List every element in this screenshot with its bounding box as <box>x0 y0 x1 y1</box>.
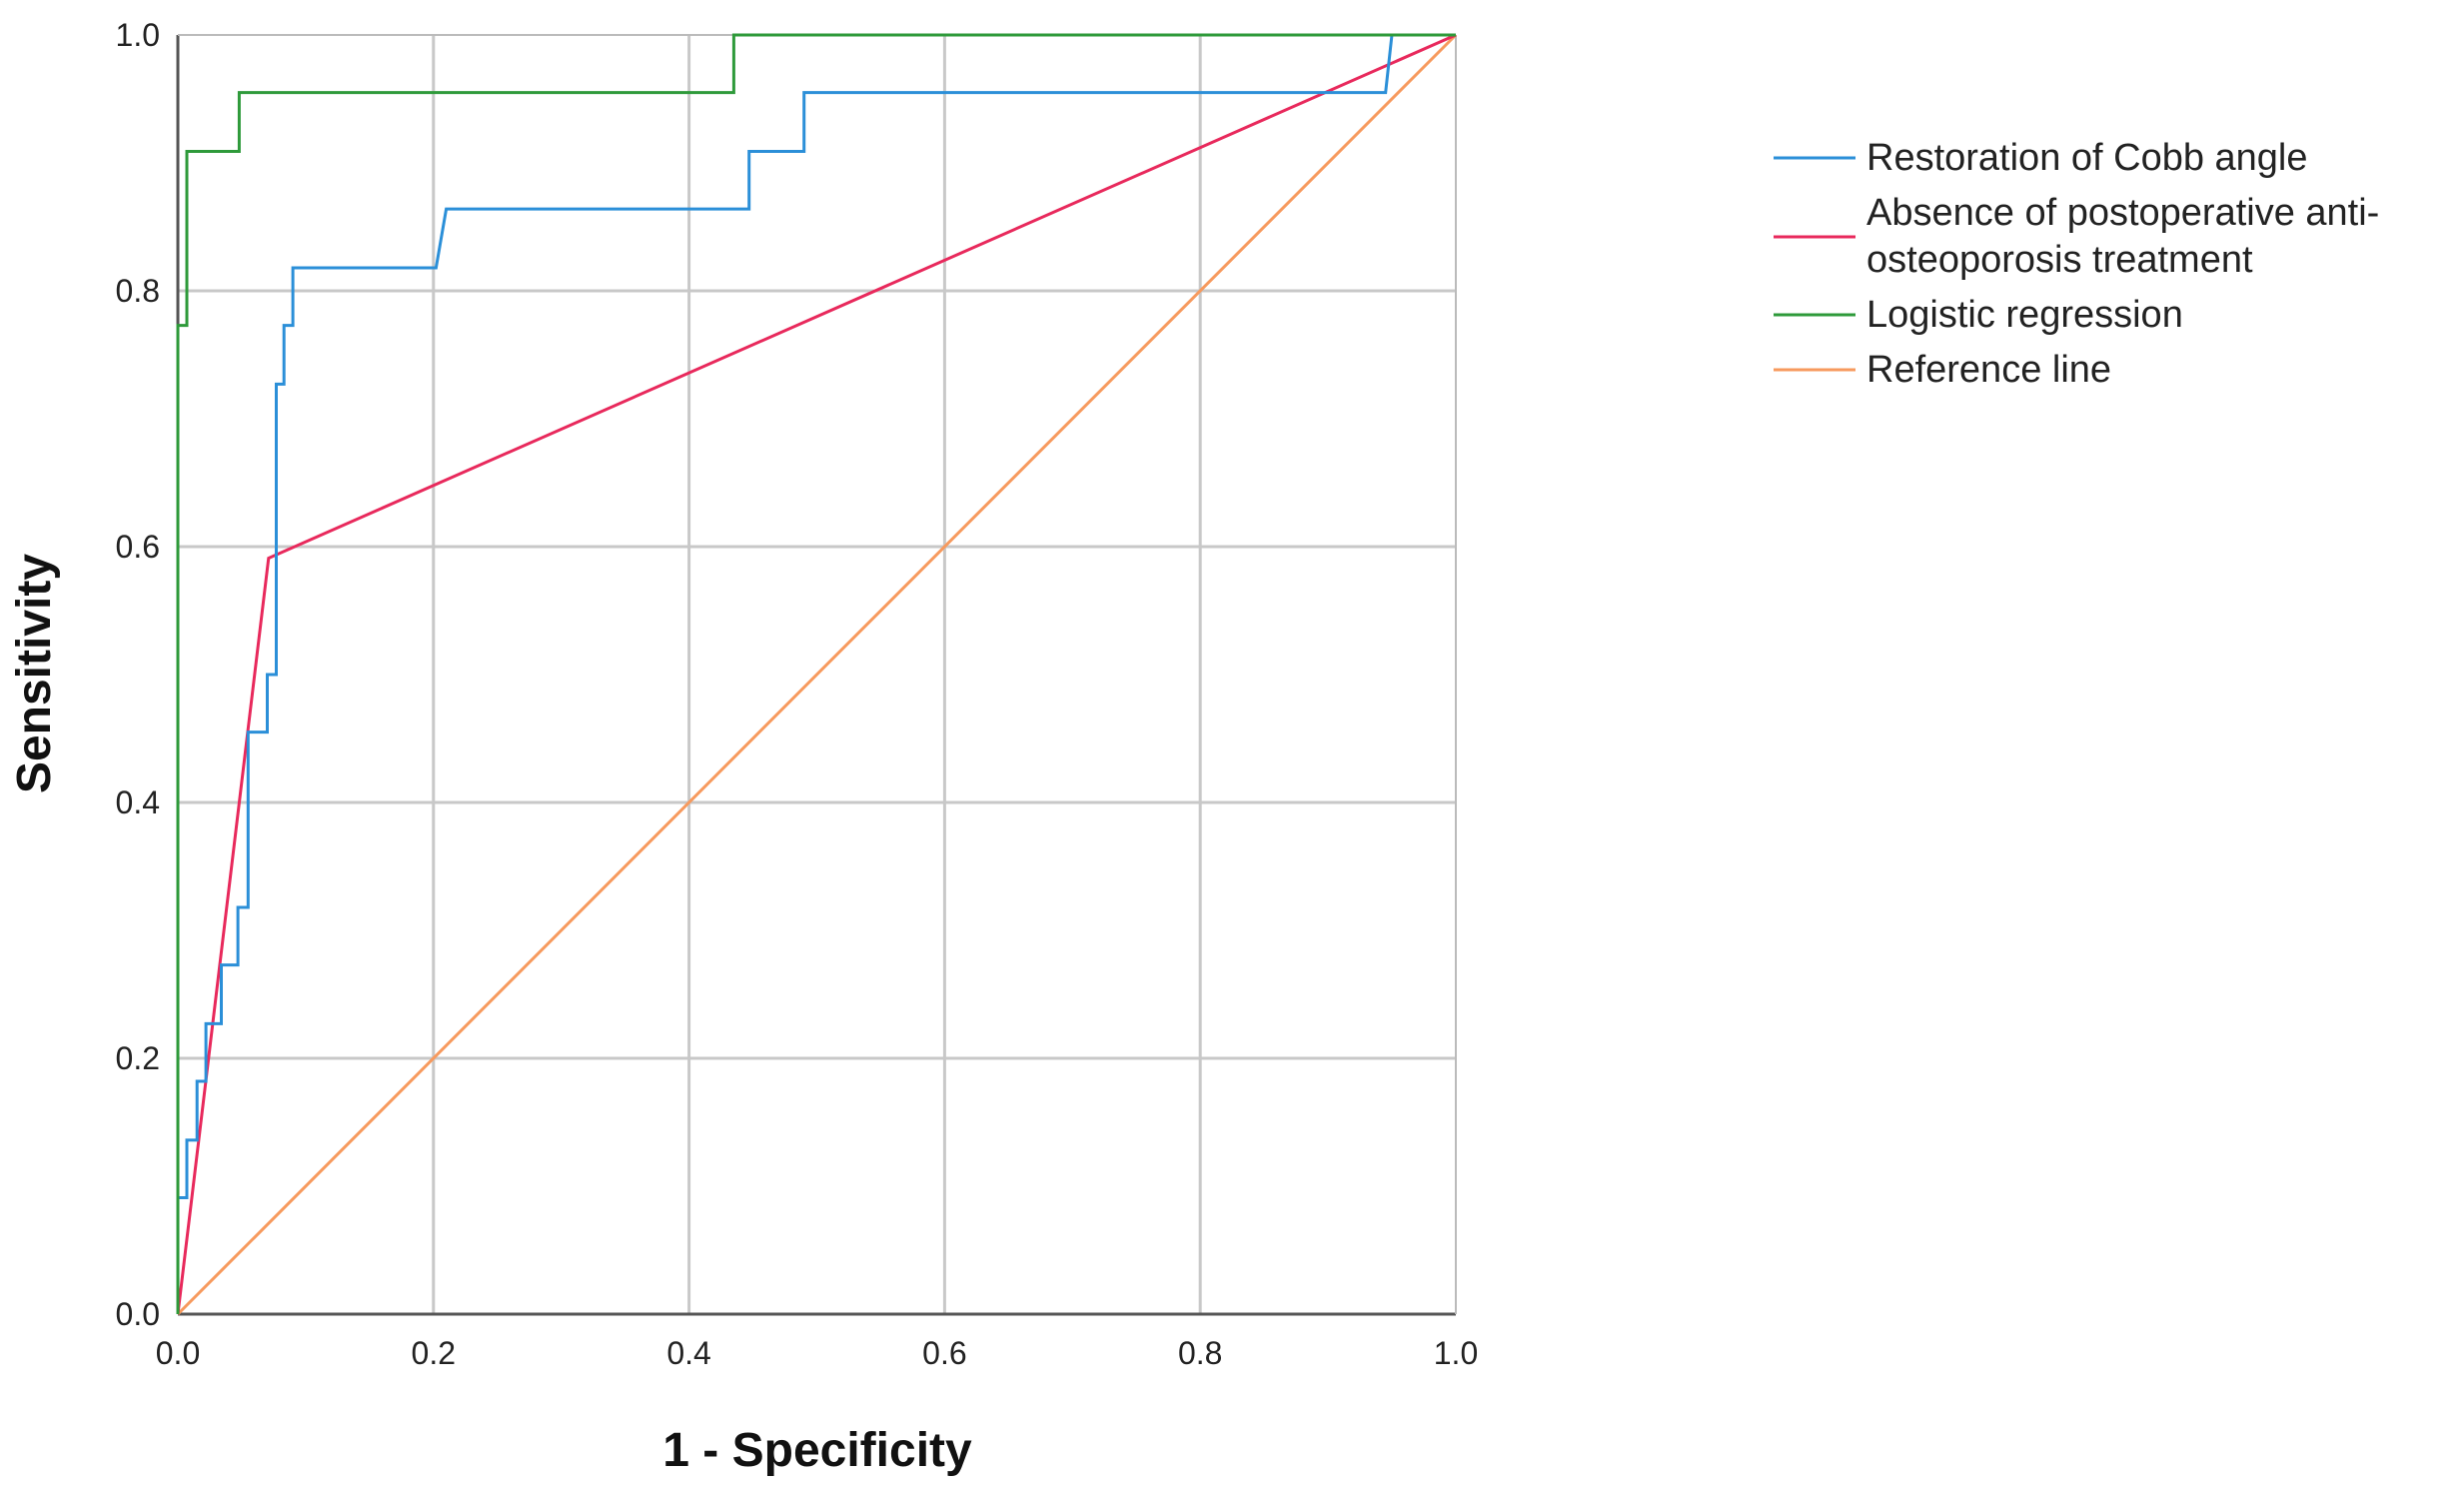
legend-item: Restoration of Cobb angle <box>1774 137 2308 179</box>
x-tick-label: 0.6 <box>922 1335 966 1371</box>
x-tick-label: 1.0 <box>1434 1335 1478 1371</box>
legend-item: Logistic regression <box>1774 294 2183 336</box>
tick-labels: 0.0 0.2 0.4 0.6 0.8 1.0 0.0 0.2 0.4 0.6 0.8 1.0 <box>116 17 1479 1371</box>
legend-label: Absence of postoperative anti- <box>1866 192 2379 234</box>
x-axis-title: 1 - Specificity <box>662 1424 972 1477</box>
series-line-absence-of-postoperative-anti-osteoporosis-treatment <box>176 33 1457 1315</box>
series-line-logistic-regression <box>176 33 1456 1314</box>
series-lines <box>176 33 1458 1316</box>
legend: Restoration of Cobb angle Absence of post… <box>1774 137 2379 391</box>
y-tick-label: 0.2 <box>116 1040 160 1076</box>
y-tick-label: 0.4 <box>116 784 160 820</box>
legend-label: Logistic regression <box>1866 294 2183 336</box>
x-tick-label: 0.4 <box>666 1335 710 1371</box>
series-line-reference-line <box>176 33 1458 1316</box>
y-axis-title: Sensitivity <box>8 554 61 793</box>
legend-label: osteoporosis treatment <box>1866 239 2253 281</box>
legend-item: Absence of postoperative anti-osteoporos… <box>1774 192 2379 281</box>
y-tick-label: 0.6 <box>116 529 160 565</box>
legend-item: Reference line <box>1774 349 2111 391</box>
x-tick-label: 0.2 <box>412 1335 456 1371</box>
x-tick-label: 0.0 <box>156 1335 200 1371</box>
legend-label: Reference line <box>1866 349 2111 391</box>
series-line-restoration-of-cobb-angle <box>176 33 1456 1314</box>
legend-label: Restoration of Cobb angle <box>1866 137 2308 179</box>
y-tick-label: 0.8 <box>116 273 160 309</box>
x-tick-label: 0.8 <box>1178 1335 1222 1371</box>
grid-lines <box>178 35 1456 1314</box>
y-tick-label: 1.0 <box>116 17 160 53</box>
y-tick-label: 0.0 <box>116 1296 160 1332</box>
